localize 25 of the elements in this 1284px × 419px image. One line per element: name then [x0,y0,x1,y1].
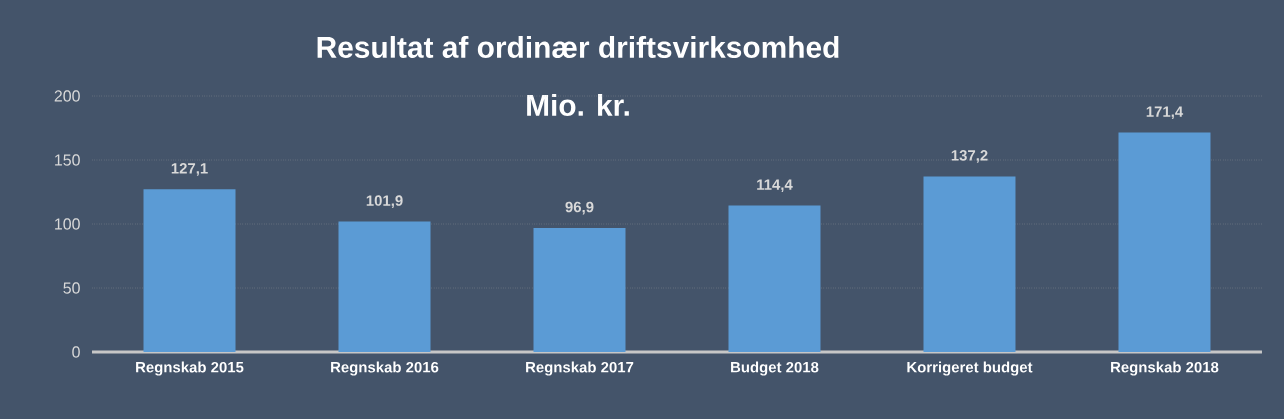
y-tick-label: 100 [55,218,80,230]
bar [143,189,236,352]
data-label: 96,9 [565,201,594,215]
y-tick-label: 50 [63,282,80,294]
bar [923,176,1016,352]
y-tick-label: 0 [72,346,80,358]
x-tick-label: Regnskab 2016 [331,361,439,376]
bar [533,227,626,352]
x-tick-label: Budget 2018 [731,361,819,376]
chart-subtitle: Mio. kr. [527,94,629,116]
x-tick-label: Regnskab 2015 [136,361,244,376]
data-label: 171,4 [1146,106,1184,120]
bar [338,221,431,352]
y-tick-label: 200 [54,90,80,102]
x-tick-label: Regnskab 2018 [1111,361,1219,376]
chart-title: Resultat af ordinær driftsvirksomhed [317,36,839,58]
data-label: 127,1 [171,163,208,176]
x-tick-label: Korrigeret budget [907,361,1033,376]
bar [1118,132,1211,352]
data-label: 137,2 [951,150,988,163]
bar [728,205,821,352]
x-tick-label: Regnskab 2017 [526,361,634,376]
y-tick-label: 150 [55,154,80,166]
data-label: 114,4 [757,179,793,193]
data-label: 101,9 [366,195,403,209]
